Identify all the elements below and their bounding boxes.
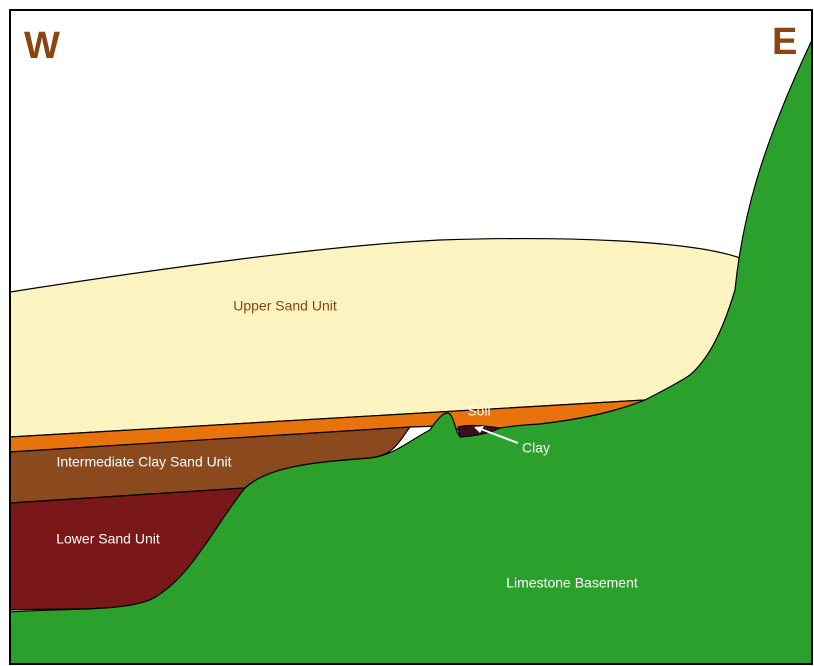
layer-label: Clay: [522, 440, 550, 456]
arrow: [477, 427, 519, 444]
frame: [9, 9, 813, 665]
layer-label: Soil: [467, 403, 490, 419]
layer-label: Limestone Basement: [506, 575, 638, 591]
limestone-basement: [9, 39, 813, 665]
layer-label: Intermediate Clay Sand Unit: [56, 454, 231, 470]
east-label: E: [772, 21, 797, 63]
arrow-head: [474, 426, 484, 433]
layer-label: Upper Sand Unit: [233, 298, 337, 314]
west-label: W: [24, 25, 60, 67]
layer-label: Lower Sand Unit: [56, 531, 160, 547]
